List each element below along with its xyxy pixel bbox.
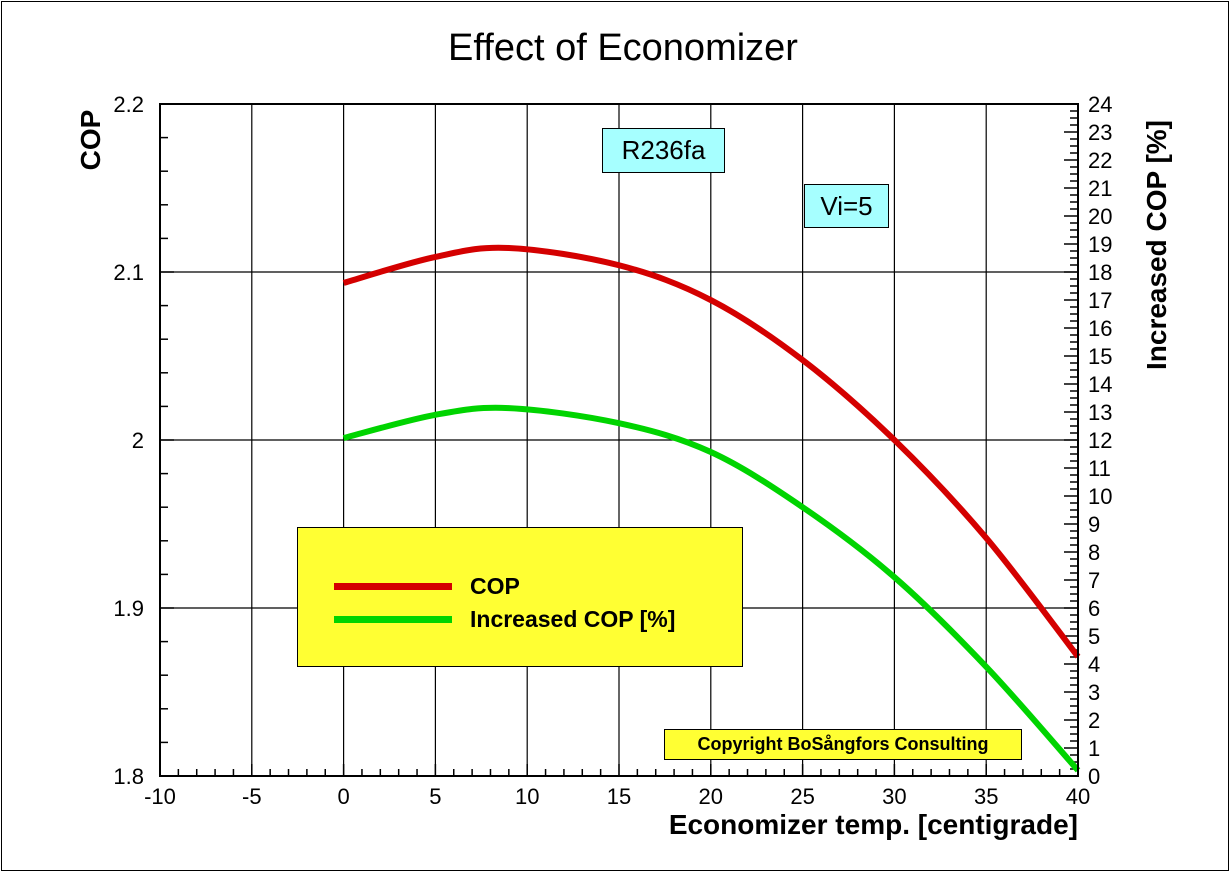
x-tick-label: 10 bbox=[515, 784, 539, 809]
y2-tick-label: 14 bbox=[1088, 372, 1112, 397]
y2-tick-label: 23 bbox=[1088, 120, 1112, 145]
y2-tick-label: 1 bbox=[1088, 736, 1100, 761]
y2-tick-label: 6 bbox=[1088, 596, 1100, 621]
y2-tick-label: 4 bbox=[1088, 652, 1100, 677]
vi-annotation: Vi=5 bbox=[804, 184, 889, 228]
y2-tick-label: 11 bbox=[1088, 456, 1111, 481]
copyright-note: Copyright BoSångfors Consulting bbox=[664, 729, 1022, 760]
y2-tick-label: 17 bbox=[1088, 288, 1112, 313]
legend-swatch-cop bbox=[334, 583, 452, 590]
y2-tick-label: 15 bbox=[1088, 344, 1112, 369]
y2-tick-label: 20 bbox=[1088, 204, 1112, 229]
y2-tick-label: 19 bbox=[1088, 232, 1112, 257]
y2-tick-label: 2 bbox=[1088, 708, 1100, 733]
y2-tick-label: 5 bbox=[1088, 624, 1100, 649]
y2-tick-label: 12 bbox=[1088, 428, 1112, 453]
x-tick-label: 40 bbox=[1066, 784, 1090, 809]
y-axis-label: COP bbox=[75, 110, 106, 171]
y-tick-label: 2.2 bbox=[113, 92, 144, 117]
x-tick-label: 30 bbox=[882, 784, 906, 809]
y2-tick-label: 7 bbox=[1088, 568, 1100, 593]
x-tick-label: -10 bbox=[144, 784, 176, 809]
y2-tick-label: 9 bbox=[1088, 512, 1100, 537]
legend-swatch-increased-cop bbox=[334, 616, 452, 623]
x-tick-label: 0 bbox=[337, 784, 349, 809]
y2-tick-label: 13 bbox=[1088, 400, 1112, 425]
plot-area-border bbox=[159, 103, 1079, 777]
cop-curve bbox=[342, 244, 1081, 659]
chart-title: Effect of Economizer bbox=[448, 27, 798, 69]
x-tick-label: 35 bbox=[974, 784, 998, 809]
y2-axis-label: Increased COP [%] bbox=[1141, 120, 1172, 370]
y2-tick-label: 3 bbox=[1088, 680, 1100, 705]
refrigerant-annotation: R236fa bbox=[602, 128, 725, 173]
legend-label-cop: COP bbox=[470, 573, 520, 599]
y2-tick-label: 10 bbox=[1088, 484, 1112, 509]
y-tick-label: 2.1 bbox=[113, 260, 144, 285]
y2-tick-label: 18 bbox=[1088, 260, 1112, 285]
y2-tick-label: 22 bbox=[1088, 148, 1112, 173]
x-tick-label: -5 bbox=[242, 784, 262, 809]
x-axis-label: Economizer temp. [centigrade] bbox=[669, 809, 1078, 840]
y-tick-label: 1.9 bbox=[113, 596, 144, 621]
y2-tick-label: 16 bbox=[1088, 316, 1112, 341]
y-tick-label: 2 bbox=[132, 428, 144, 453]
y2-tick-label: 0 bbox=[1088, 764, 1100, 789]
y2-tick-label: 8 bbox=[1088, 540, 1100, 565]
y2-tick-label: 24 bbox=[1088, 92, 1112, 117]
y-tick-label: 1.8 bbox=[113, 764, 144, 789]
x-tick-label: 15 bbox=[607, 784, 631, 809]
x-tick-label: 25 bbox=[790, 784, 814, 809]
x-tick-label: 20 bbox=[699, 784, 723, 809]
increased-cop-curve bbox=[342, 404, 1081, 773]
y2-tick-label: 21 bbox=[1088, 176, 1112, 201]
legend-label-increased-cop: Increased COP [%] bbox=[470, 606, 676, 632]
legend: COP Increased COP [%] bbox=[297, 527, 743, 667]
x-tick-label: 5 bbox=[429, 784, 441, 809]
